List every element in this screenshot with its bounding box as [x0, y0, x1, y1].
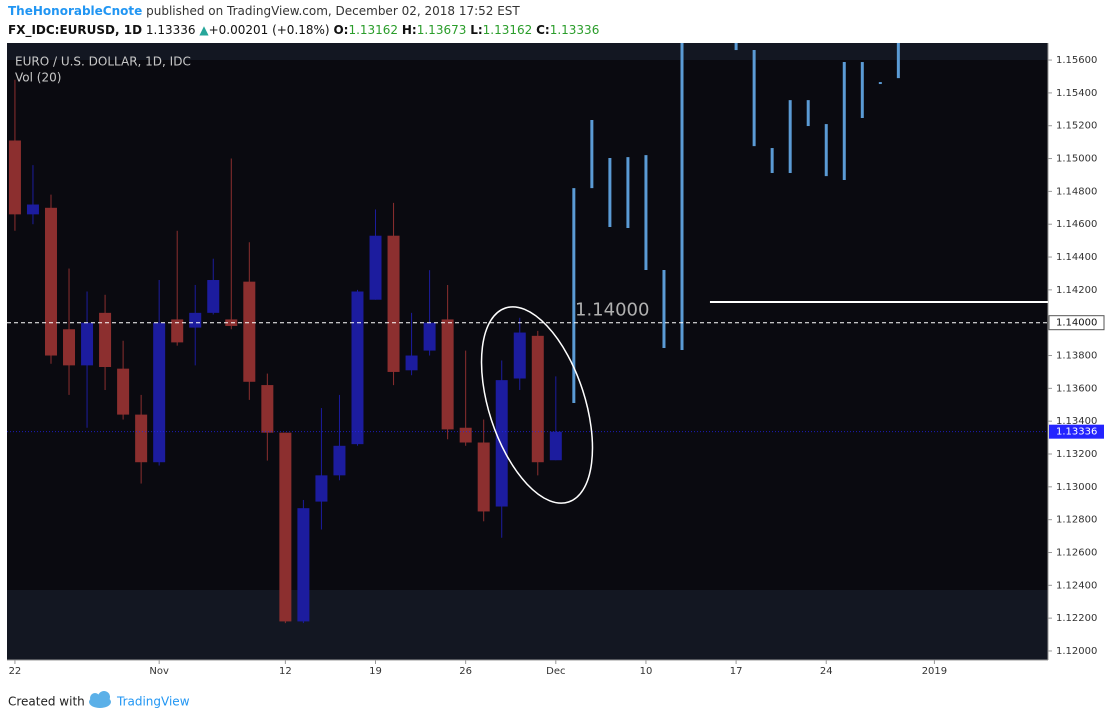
candle-body: [495, 380, 508, 507]
y-tick-label: 1.12000: [1056, 646, 1097, 657]
y-tick-label: 1.14200: [1056, 285, 1097, 296]
ohlc-key: O:: [333, 23, 348, 37]
candle-body: [261, 385, 274, 433]
volume-pane: [7, 590, 1048, 660]
indicator-label: Vol (20): [15, 71, 61, 85]
candle-body: [531, 335, 544, 463]
candle-body: [81, 322, 94, 366]
chart-title: EURO / U.S. DOLLAR, 1D, IDC: [15, 55, 191, 69]
candle-body: [153, 322, 166, 463]
candle-body: [549, 431, 562, 461]
x-tick-label: 19: [369, 666, 382, 677]
candle-body: [513, 332, 526, 379]
y-tick-label: 1.12600: [1056, 547, 1097, 558]
y-tick-label: 1.15000: [1056, 154, 1097, 165]
logo: [89, 691, 111, 708]
axis-label-box: [1048, 315, 1105, 331]
x-tick-label: 12: [279, 666, 292, 677]
candle-body: [8, 140, 21, 215]
ohlc-value: 1.13336: [550, 23, 600, 37]
candle-body: [477, 442, 490, 512]
y-tick-label: 1.13600: [1056, 383, 1097, 394]
arrow: ▲: [199, 23, 209, 37]
last-price-box: [1049, 424, 1104, 439]
ohlc-value: 1.13673: [417, 23, 467, 37]
candle-body: [387, 235, 400, 372]
y-tick-label: 1.13400: [1056, 416, 1097, 427]
y-tick-label: 1.12200: [1056, 613, 1097, 624]
y-tick-label: 1.13800: [1056, 351, 1097, 362]
candle-body: [171, 319, 184, 343]
footer-created: Created with: [8, 695, 85, 709]
ohlc-value: 1.13162: [348, 23, 398, 37]
candle-body: [117, 368, 130, 415]
x-tick-label: 2019: [922, 666, 947, 677]
x-tick-label: 26: [459, 666, 472, 677]
ellipse-annotation: [480, 306, 594, 504]
candle-body: [405, 355, 418, 371]
candle-body: [243, 281, 256, 382]
plot-top-band: [7, 43, 1048, 60]
ohlc-value: 1.13162: [483, 23, 533, 37]
y-tick-label: 1.14800: [1056, 186, 1097, 197]
x-tick-label: 24: [820, 666, 833, 677]
candle-body: [207, 280, 220, 313]
plot-bg: [7, 43, 1048, 660]
price: 1.13336: [146, 23, 196, 37]
candle-body: [189, 312, 202, 328]
candle-body: [26, 204, 39, 215]
ohlc-key: L:: [470, 23, 482, 37]
y-tick-label: 1.15600: [1056, 55, 1097, 66]
last-price-label: 1.13336: [1056, 427, 1097, 438]
candle-body: [297, 508, 310, 622]
candle-body: [279, 432, 292, 622]
y-tick-label: 1.13200: [1056, 449, 1097, 460]
candle-body: [423, 322, 436, 351]
ohlc-key: H:: [402, 23, 417, 37]
y-tick-label: 1.15200: [1056, 121, 1097, 132]
author: TheHonorableCnote: [8, 4, 142, 18]
axis-label: 1.14000: [1056, 318, 1097, 329]
symbol: FX_IDC:EURUSD, 1D: [8, 23, 142, 38]
candle-body: [459, 427, 472, 443]
x-tick-label: 17: [730, 666, 743, 677]
candle-body: [44, 207, 57, 356]
y-tick-label: 1.12400: [1056, 580, 1097, 591]
y-tick-label: 1.14400: [1056, 252, 1097, 263]
x-tick-label: 22: [9, 666, 22, 677]
candle-body: [135, 414, 148, 463]
x-tick-label: Nov: [149, 666, 169, 677]
x-tick-label: Dec: [546, 666, 565, 677]
x-tick-label: 10: [640, 666, 653, 677]
ohlc-key: C:: [536, 23, 550, 37]
y-tick-label: 1.15400: [1056, 88, 1097, 99]
level-label: 1.14000: [575, 300, 649, 321]
candle-body: [63, 329, 76, 366]
candle-body: [315, 475, 328, 502]
candle-body: [333, 445, 346, 476]
y-tick-label: 1.12800: [1056, 515, 1097, 526]
plot: [7, 43, 1048, 624]
published: published on TradingView.com, December 0…: [146, 4, 520, 18]
candle-body: [369, 235, 382, 300]
candle-body: [99, 312, 112, 368]
change: +0.00201 (+0.18%): [209, 23, 330, 37]
footer-brand: TradingView: [116, 695, 190, 709]
header-line: TheHonorableCnote published on TradingVi…: [8, 4, 520, 18]
y-tick-label: 1.14600: [1056, 219, 1097, 230]
candle-body: [351, 291, 364, 445]
candle-body: [441, 319, 454, 430]
symbol-line: FX_IDC:EURUSD, 1D 1.13336 ▲+0.00201 (+0.…: [8, 23, 599, 38]
y-tick-label: 1.13000: [1056, 482, 1097, 493]
